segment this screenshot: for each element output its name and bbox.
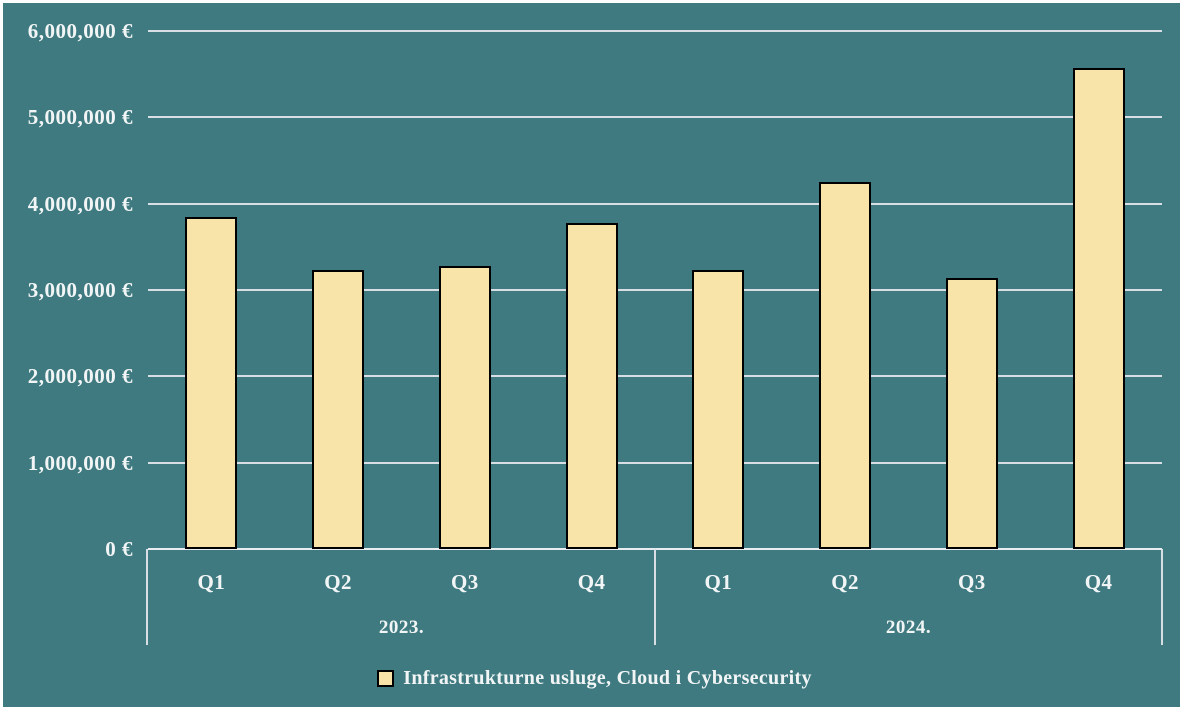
bar-q2-2023 bbox=[312, 270, 365, 549]
bar-q1-2023 bbox=[185, 217, 238, 549]
x-axis-tick-label: Q1 bbox=[704, 570, 733, 594]
bar-q3-2024 bbox=[945, 277, 998, 549]
gridline bbox=[148, 289, 1162, 291]
bar-q1-2024 bbox=[692, 270, 745, 549]
y-axis-tick-label: 5,000,000 € bbox=[27, 105, 133, 130]
x-axis-tick-label: Q2 bbox=[831, 570, 860, 594]
y-axis-tick-label: 4,000,000 € bbox=[27, 191, 133, 216]
axis-group-separator bbox=[654, 549, 656, 645]
legend: Infrastrukturne usluge, Cloud i Cybersec… bbox=[3, 664, 1180, 692]
legend-swatch bbox=[377, 669, 395, 687]
gridline bbox=[148, 461, 1162, 464]
legend-label: Infrastrukturne usluge, Cloud i Cybersec… bbox=[403, 666, 812, 689]
x-axis-tick-label: Q4 bbox=[1084, 570, 1113, 594]
x-axis-tick-label: Q4 bbox=[577, 570, 606, 594]
bar-q2-2024 bbox=[819, 182, 872, 549]
gridline bbox=[148, 202, 1162, 205]
y-axis-tick-label: 3,000,000 € bbox=[27, 278, 133, 302]
gridline bbox=[148, 30, 1162, 32]
x-axis-tick-label: Q1 bbox=[197, 570, 226, 594]
bar-q4-2023 bbox=[565, 222, 618, 549]
year-group-label: 2024. bbox=[885, 617, 932, 638]
x-axis-tick-label: Q3 bbox=[957, 570, 986, 594]
y-axis-tick-label: 0 € bbox=[105, 537, 133, 561]
axis-group-separator bbox=[146, 549, 148, 645]
bar-q3-2023 bbox=[438, 265, 491, 549]
y-axis-tick-label: 6,000,000 € bbox=[27, 19, 133, 43]
x-axis-tick-label: Q3 bbox=[450, 570, 479, 594]
axis-group-separator bbox=[1161, 549, 1163, 645]
bar-q4-2024 bbox=[1072, 68, 1125, 549]
x-axis-tick-label: Q2 bbox=[324, 570, 353, 594]
gridline bbox=[148, 375, 1162, 378]
year-group-label: 2023. bbox=[378, 617, 425, 638]
y-axis-tick-label: 1,000,000 € bbox=[27, 450, 133, 475]
gridline bbox=[148, 116, 1162, 119]
y-axis-tick-label: 2,000,000 € bbox=[27, 364, 133, 389]
